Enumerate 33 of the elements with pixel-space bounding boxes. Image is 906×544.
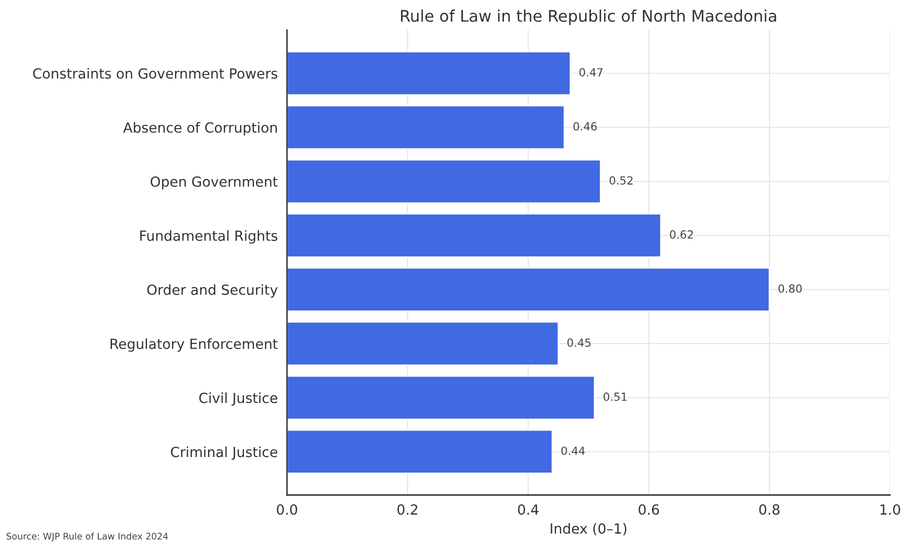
- data-label: 0.44: [561, 446, 585, 455]
- data-label: 0.52: [610, 176, 633, 185]
- data-label: 0.80: [778, 284, 802, 293]
- source-note: Source: WJP Rule of Law Index 2024: [6, 532, 168, 542]
- y-tick-label: Order and Security: [147, 284, 278, 298]
- bar: [287, 159, 602, 204]
- bar: [287, 213, 662, 258]
- y-tick-label: Civil Justice: [199, 392, 278, 406]
- bar: [287, 375, 596, 420]
- x-tick-label: 0.2: [397, 504, 418, 515]
- data-label: 0.51: [604, 392, 627, 401]
- bar: [287, 105, 566, 150]
- bar: [287, 267, 770, 312]
- x-tick-label: 0.4: [518, 504, 538, 515]
- data-label: 0.45: [567, 338, 590, 347]
- data-label: 0.62: [670, 230, 693, 239]
- bar: [287, 429, 554, 474]
- y-tick-label: Fundamental Rights: [140, 230, 278, 244]
- y-tick-label: Regulatory Enforcement: [110, 338, 278, 352]
- bar: [287, 321, 560, 366]
- x-tick-label: 0.8: [759, 504, 780, 515]
- y-tick-label: Criminal Justice: [170, 446, 278, 460]
- data-label: 0.47: [579, 68, 603, 76]
- chart-title: Rule of Law in the Republic of North Macedonia: [401, 10, 776, 25]
- bar: [287, 50, 572, 96]
- x-axis-title: Index (0–1): [550, 523, 626, 536]
- data-label: 0.46: [573, 122, 597, 131]
- y-tick-label: Open Government: [150, 176, 278, 190]
- x-tick-label: 1.0: [880, 504, 900, 515]
- y-tick-label: Constraints on Government Powers: [33, 68, 278, 79]
- x-tick-label: 0.0: [276, 504, 298, 515]
- y-tick-label: Absence of Corruption: [123, 122, 277, 136]
- x-tick-label: 0.6: [638, 504, 659, 515]
